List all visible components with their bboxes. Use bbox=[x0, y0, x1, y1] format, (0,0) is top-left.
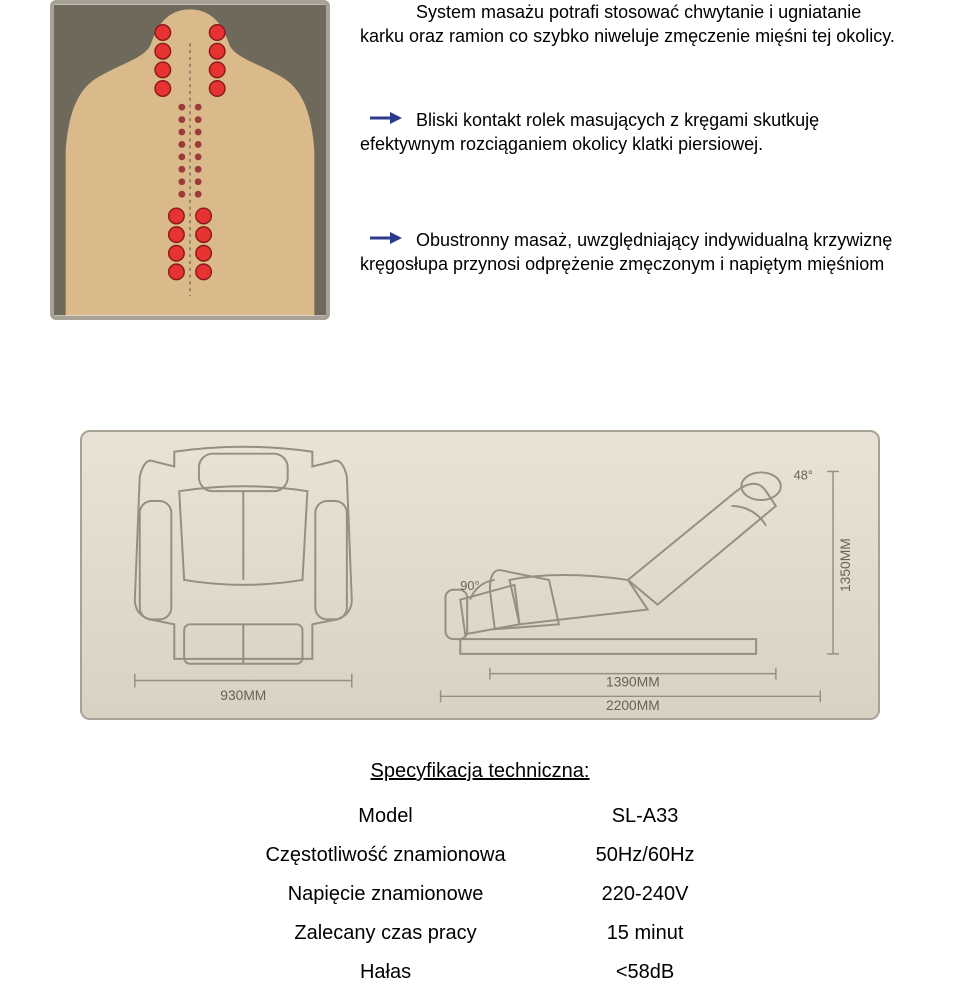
p1-line1: System masażu potrafi stosować chwytanie… bbox=[416, 2, 861, 22]
table-row: Napięcie znamionowe220-240V bbox=[220, 875, 739, 914]
spec-table: ModelSL-A33 Częstotliwość znamionowa50Hz… bbox=[220, 797, 739, 992]
spec-label: Hałas bbox=[220, 953, 550, 992]
spec-value: SL-A33 bbox=[551, 797, 740, 836]
spec-label: Model bbox=[220, 797, 550, 836]
paragraph-2: Bliski kontakt rolek masujących z kręgam… bbox=[360, 108, 920, 157]
p1-line2: karku oraz ramion co szybko niweluje zmę… bbox=[360, 26, 895, 46]
chair-dimensions-svg: 930MM 48° 90° bbox=[82, 432, 878, 718]
p2-line1: Bliski kontakt rolek masujących z kręgam… bbox=[416, 110, 819, 130]
dim-2200: 2200MM bbox=[606, 698, 660, 713]
spec-label: Napięcie znamionowe bbox=[220, 875, 550, 914]
table-row: Częstotliwość znamionowa50Hz/60Hz bbox=[220, 836, 739, 875]
paragraph-3: Obustronny masaż, uwzględniający indywid… bbox=[360, 228, 940, 277]
dim-930: 930MM bbox=[220, 688, 266, 703]
spec-value: 15 minut bbox=[551, 914, 740, 953]
table-row: Hałas<58dB bbox=[220, 953, 739, 992]
dimensions-section: 930MM 48° 90° bbox=[0, 370, 960, 750]
back-massage-figure bbox=[50, 0, 330, 320]
label-90: 90° bbox=[460, 578, 479, 593]
spec-value: <58dB bbox=[551, 953, 740, 992]
spec-section: Specyfikacja techniczna: ModelSL-A33 Czę… bbox=[0, 760, 960, 992]
p2-line2: efektywnym rozciąganiem okolicy klatki p… bbox=[360, 134, 763, 154]
spec-label: Zalecany czas pracy bbox=[220, 914, 550, 953]
p3-line1: Obustronny masaż, uwzględniający indywid… bbox=[416, 230, 892, 250]
table-row: ModelSL-A33 bbox=[220, 797, 739, 836]
spec-title: Specyfikacja techniczna: bbox=[0, 760, 960, 783]
spec-value: 220-240V bbox=[551, 875, 740, 914]
chair-dimensions-panel: 930MM 48° 90° bbox=[80, 430, 880, 720]
dim-1390: 1390MM bbox=[606, 674, 660, 689]
table-row: Zalecany czas pracy15 minut bbox=[220, 914, 739, 953]
top-section: System masażu potrafi stosować chwytanie… bbox=[0, 0, 960, 340]
p3-line2: kręgosłupa przynosi odprężenie zmęczonym… bbox=[360, 254, 884, 274]
dim-1350: 1350MM bbox=[838, 538, 853, 592]
label-48: 48° bbox=[794, 467, 813, 482]
spec-label: Częstotliwość znamionowa bbox=[220, 836, 550, 875]
paragraph-1: System masażu potrafi stosować chwytanie… bbox=[360, 0, 920, 49]
back-svg bbox=[54, 4, 326, 316]
spec-value: 50Hz/60Hz bbox=[551, 836, 740, 875]
